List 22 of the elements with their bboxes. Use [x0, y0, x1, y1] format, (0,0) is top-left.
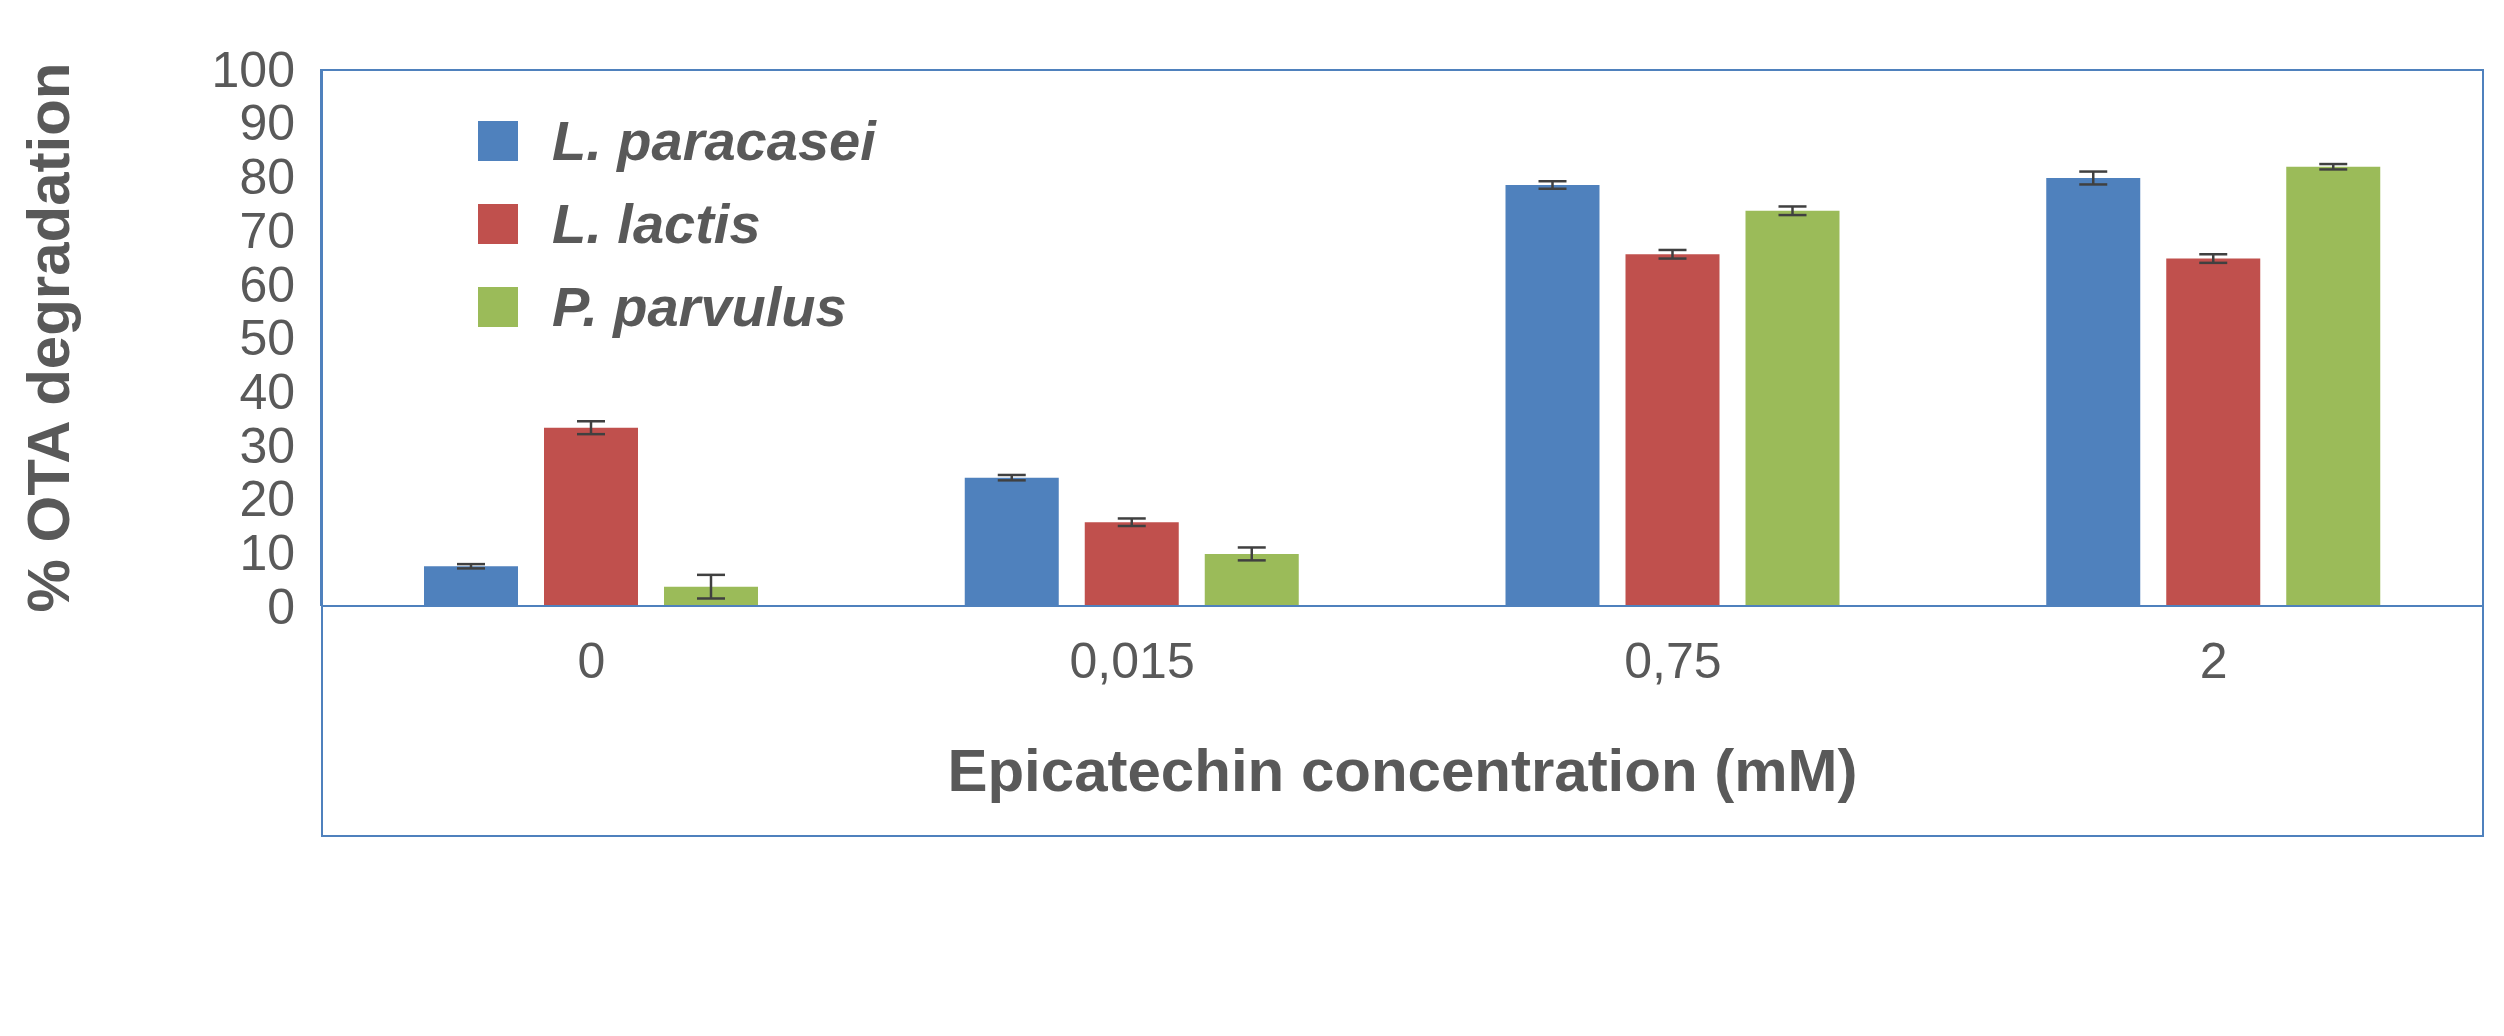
bar [1204, 553, 1299, 606]
y-tick-label: 90 [239, 95, 295, 152]
y-tick-label: 60 [239, 256, 295, 313]
x-tick-label: 0,75 [1624, 632, 1722, 689]
legend-label: P. parvulus [552, 274, 847, 339]
x-tick-label: 2 [2199, 632, 2228, 689]
legend-label: L. paracasei [552, 108, 876, 173]
bar [1625, 254, 1720, 606]
y-tick-label: 100 [211, 41, 295, 98]
bar [2286, 166, 2381, 606]
bar [1745, 210, 1840, 606]
bar [2166, 258, 2261, 606]
x-tick-label: 0,015 [1069, 632, 1195, 689]
bar [664, 586, 758, 606]
bar [544, 427, 638, 606]
bar [1084, 522, 1179, 606]
x-tick-label: 0 [577, 632, 606, 689]
x-axis-title: Epicatechin concentration (mM) [947, 737, 1858, 804]
y-axis-title: % OTA degradation [15, 62, 83, 613]
y-tick-label: 30 [239, 417, 295, 474]
legend-label: L. lactis [552, 191, 761, 256]
y-tick-label: 20 [239, 471, 295, 528]
